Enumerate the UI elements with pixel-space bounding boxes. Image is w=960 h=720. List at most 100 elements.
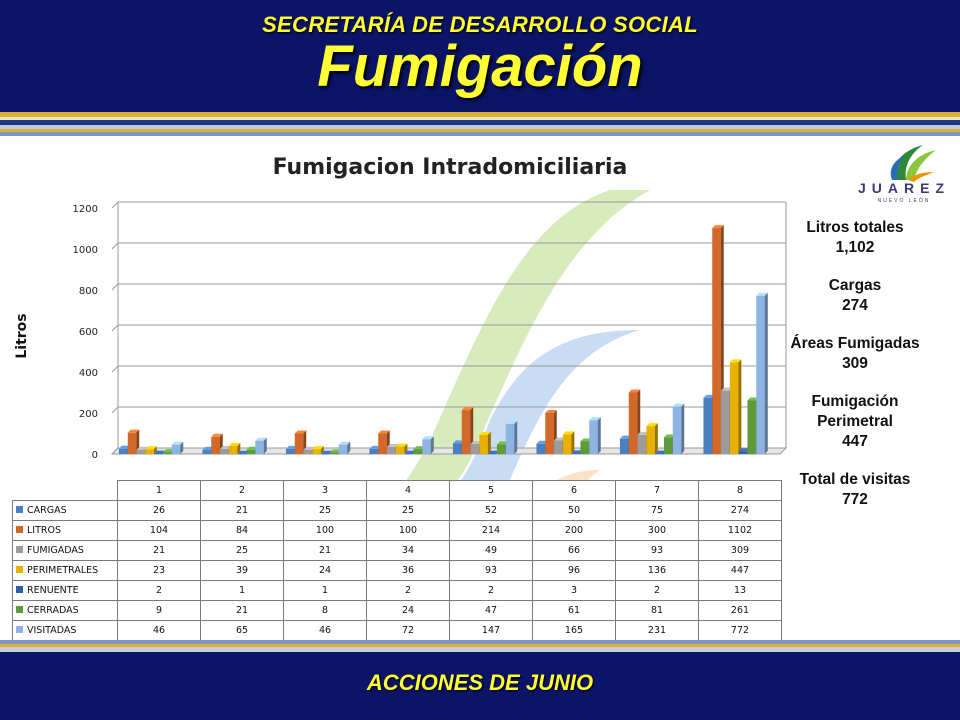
data-label: 21 <box>283 540 367 561</box>
gridline-diag <box>111 447 119 455</box>
bar-perimetrales <box>395 443 408 454</box>
bar-top <box>395 443 408 447</box>
data-label: 300 <box>615 520 699 541</box>
data-label: 25 <box>283 500 367 521</box>
series-name: RENUENTE <box>27 585 79 596</box>
legend-swatch <box>16 626 23 633</box>
bar-side <box>514 420 518 454</box>
data-label: 100 <box>366 520 450 541</box>
stat-label: Litros totales <box>806 219 904 236</box>
stat-label: Cargas <box>828 277 882 294</box>
bar-top <box>145 446 157 450</box>
bar-top <box>321 450 333 454</box>
data-label: 100 <box>283 520 367 541</box>
header-banner: SECRETARÍA DE DESARROLLO SOCIAL Fumigaci… <box>0 0 960 112</box>
table-row: PERIMETRALES 23 39 24 36 93 96 136 447 <box>12 560 782 581</box>
data-label: 21 <box>117 540 201 561</box>
table-row: FUMIGADAS 21 25 21 34 49 66 93 309 <box>12 540 782 561</box>
x-tick-label: 8 <box>698 480 782 501</box>
data-label: 65 <box>200 620 284 641</box>
bar-top <box>470 440 483 444</box>
data-label: 93 <box>449 560 533 581</box>
bar-front <box>312 449 321 454</box>
data-label: 34 <box>366 540 450 561</box>
logo-name: JUAREZ <box>857 180 950 196</box>
series-name: LITROS <box>27 525 62 536</box>
bar-visitadas <box>338 441 351 454</box>
bar-top <box>162 449 175 453</box>
bar-front <box>703 397 712 454</box>
data-label: 93 <box>615 540 699 561</box>
data-label: 1 <box>200 580 284 601</box>
bar-front <box>171 444 181 454</box>
bar-perimetrales <box>228 443 241 454</box>
bar-side <box>764 292 768 454</box>
data-label: 147 <box>449 620 533 641</box>
bar-top <box>580 438 592 442</box>
stat-block: Total de visitas 772 <box>790 470 920 510</box>
bar-front <box>136 449 146 454</box>
data-label: 39 <box>200 560 284 581</box>
bar-front <box>756 295 765 454</box>
bar-top <box>496 441 509 445</box>
bar-top <box>672 403 685 407</box>
x-tick-label: 1 <box>117 480 201 501</box>
bar-top <box>589 417 601 421</box>
bar-top <box>118 445 131 449</box>
bar-top <box>255 437 267 441</box>
bar-front <box>488 453 497 455</box>
bar-top <box>756 292 768 296</box>
data-label: 13 <box>698 580 782 601</box>
data-label: 1102 <box>698 520 782 541</box>
bar-top <box>303 446 316 450</box>
bar-top <box>488 450 500 454</box>
table-row: VISITADAS 46 65 46 72 147 165 231 772 <box>12 620 782 641</box>
bar-top <box>452 440 465 444</box>
bar-front <box>628 392 638 454</box>
data-label: 2 <box>117 580 201 601</box>
bar-perimetrales <box>646 423 658 454</box>
bar-front <box>452 443 462 454</box>
header-subtitle: SECRETARÍA DE DESARROLLO SOCIAL <box>262 12 698 37</box>
bar-side <box>320 446 324 454</box>
data-label: 231 <box>615 620 699 641</box>
gridline-diag <box>111 283 119 291</box>
table-row: CARGAS 26 21 25 25 52 50 75 274 <box>12 500 782 521</box>
bar-chart: 0 200 400 600 800 1000 1200 <box>73 190 788 480</box>
bar-front <box>338 444 348 454</box>
legend-swatch <box>16 506 23 513</box>
table-row: LITROS 104 84 100 100 214 200 300 1102 <box>12 520 782 541</box>
gridline-diag <box>111 406 119 414</box>
data-label: 61 <box>532 600 616 621</box>
bar-front <box>378 433 387 454</box>
bar-top <box>404 450 417 454</box>
footer-stripes <box>0 640 960 652</box>
bar-front <box>228 446 238 454</box>
data-label: 96 <box>532 560 616 581</box>
stat-label: Áreas Fumigadas <box>790 335 920 352</box>
bar-front <box>663 437 673 454</box>
data-label: 46 <box>283 620 367 641</box>
data-label: 261 <box>698 600 782 621</box>
data-label: 214 <box>449 520 533 541</box>
bar-top <box>505 420 518 424</box>
data-label: 46 <box>117 620 201 641</box>
bar-front <box>145 449 154 454</box>
legend-entry: FUMIGADAS <box>12 540 118 561</box>
bar-front <box>747 400 756 454</box>
data-label: 9 <box>117 600 201 621</box>
legend-entry: PERIMETRALES <box>12 560 118 581</box>
series-name: CERRADAS <box>27 605 79 616</box>
x-tick-label: 3 <box>283 480 367 501</box>
data-label: 23 <box>117 560 201 581</box>
stat-block: Litros totales 1,102 <box>790 218 920 258</box>
legend-swatch <box>16 546 23 553</box>
bar-top <box>285 445 298 449</box>
bar-front <box>637 434 647 454</box>
data-label: 47 <box>449 600 533 621</box>
stat-block: Fumigación Perimetral 447 <box>790 392 920 452</box>
stat-value: 274 <box>842 297 868 314</box>
series-name: CARGAS <box>27 505 67 516</box>
data-label: 165 <box>532 620 616 641</box>
bar-top <box>554 437 566 441</box>
